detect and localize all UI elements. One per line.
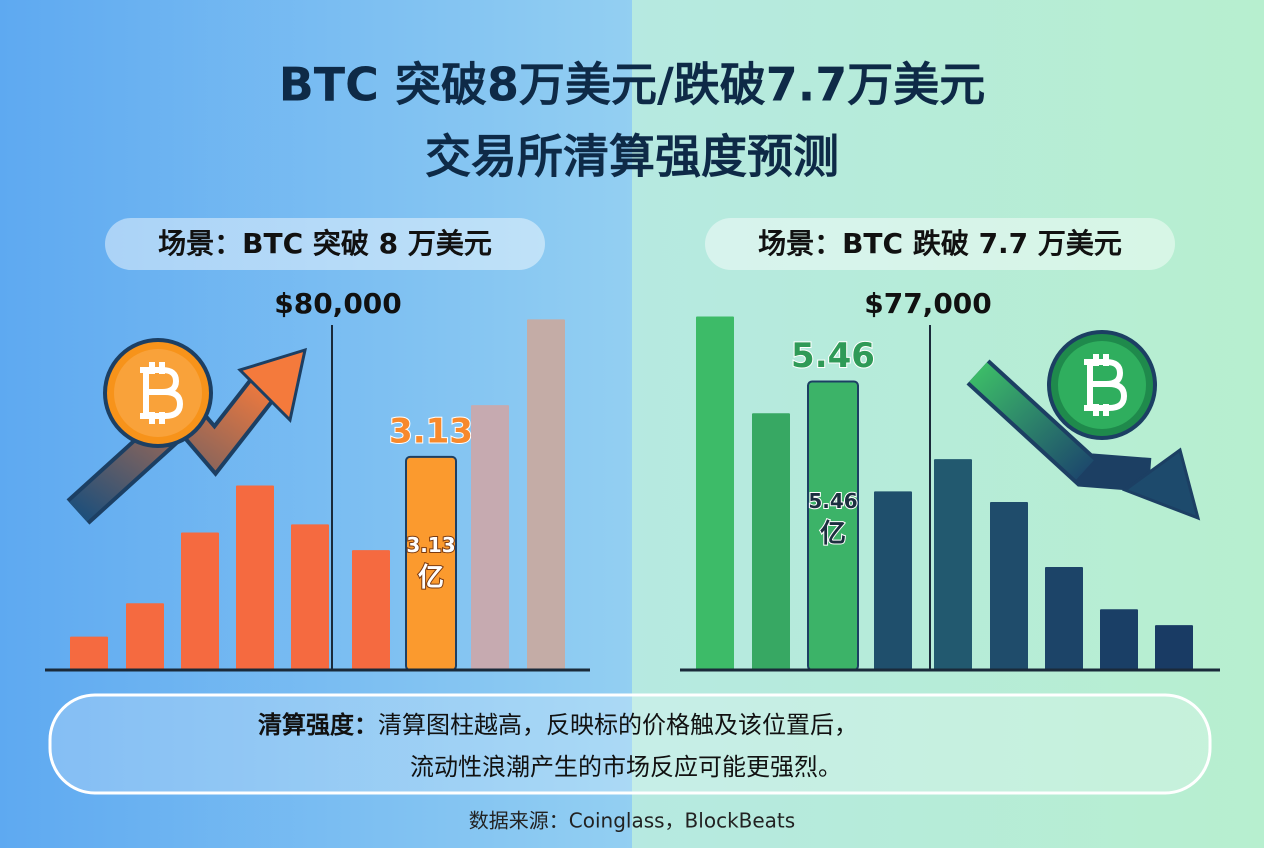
value-label: 5.46 xyxy=(791,336,875,376)
bar xyxy=(696,316,734,670)
title-line: 交易所清算强度预测 xyxy=(425,130,839,184)
up-arrow xyxy=(66,347,308,525)
title-line: BTC 突破8万美元/跌破7.7万美元 xyxy=(279,58,986,112)
scenario-pill xyxy=(705,218,1175,270)
bar-inner-label: 5.46 xyxy=(808,489,857,513)
bar xyxy=(126,603,164,670)
bitcoin-icon xyxy=(103,338,213,448)
bar xyxy=(236,485,274,670)
note-text: 流动性浪潮产生的市场反应可能更强烈。 xyxy=(410,753,842,781)
note-line: 清算强度：清算图柱越高，反映标的价格触及该位置后， xyxy=(258,711,858,739)
down-arrow xyxy=(966,359,1201,521)
note-label: 清算强度： xyxy=(258,711,378,739)
price-marker-label: $80,000 xyxy=(274,287,402,320)
bar xyxy=(990,501,1028,670)
price-marker-label: $77,000 xyxy=(864,287,992,320)
bar xyxy=(934,459,972,670)
value-label: 3.13 xyxy=(389,411,473,451)
bar xyxy=(70,636,108,670)
bar xyxy=(1100,609,1138,670)
source: 数据来源：Coinglass，BlockBeats xyxy=(469,809,795,833)
bar xyxy=(874,491,912,670)
bar-inner-unit: 亿 xyxy=(418,563,444,593)
bar xyxy=(291,524,329,670)
bar-inner-label: 3.13 xyxy=(406,533,455,557)
bar xyxy=(181,532,219,670)
bar-inner-unit: 亿 xyxy=(820,519,846,549)
bar xyxy=(527,319,565,670)
chart-title: 场景：BTC 突破 8 万美元 xyxy=(158,227,492,260)
note-text: 清算图柱越高，反映标的价格触及该位置后， xyxy=(378,711,858,739)
bar xyxy=(352,550,390,670)
bar xyxy=(471,405,509,670)
bar xyxy=(752,413,790,670)
chart-title: 场景：BTC 跌破 7.7 万美元 xyxy=(758,227,1122,260)
bar xyxy=(1045,566,1083,670)
background-right xyxy=(632,0,1264,848)
note-box xyxy=(48,693,1212,795)
scenario-pill xyxy=(105,218,545,270)
background-left xyxy=(0,0,632,848)
bitcoin-icon xyxy=(1047,330,1157,440)
bar xyxy=(1155,625,1193,670)
